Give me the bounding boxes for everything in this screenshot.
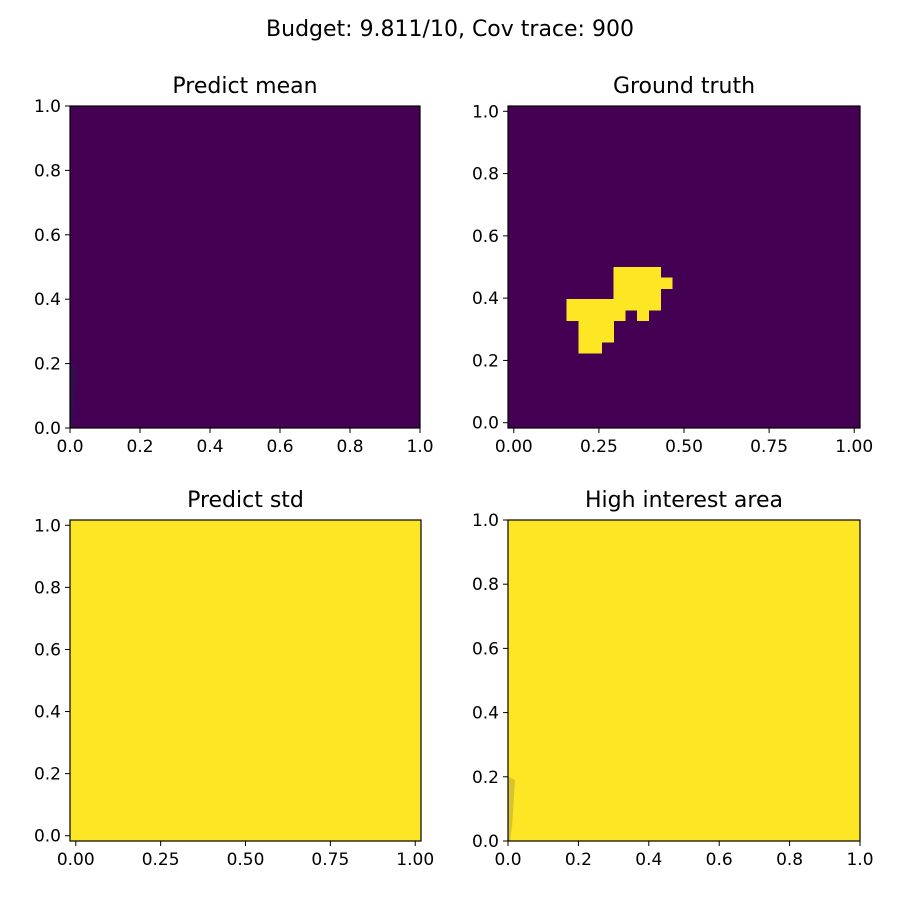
heatmap-cell	[613, 267, 626, 279]
x-tick-label: 0.25	[580, 437, 618, 457]
y-tick-label: 0.4	[34, 290, 61, 310]
y-tick-label: 0.6	[472, 227, 499, 247]
y-tick-label: 1.0	[472, 511, 499, 531]
x-tick-label: 0.0	[56, 437, 83, 457]
y-tick-label: 0.8	[472, 575, 499, 595]
heatmap-cell	[566, 309, 579, 322]
heatmap-cell	[613, 277, 626, 289]
heatmap-cell	[590, 331, 603, 343]
y-tick-label: 0.4	[472, 704, 499, 724]
x-tick-label: 0.4	[635, 850, 662, 870]
heatmap-sliver-4	[508, 776, 516, 841]
heatmap-cell	[660, 277, 673, 289]
heatmap-cell	[648, 277, 661, 289]
subplot-title: Predict std	[187, 488, 304, 513]
heatmap-cell	[625, 267, 638, 279]
x-tick-label: 0.2	[126, 437, 153, 457]
y-tick-label: 1.0	[472, 102, 499, 122]
heatmap-cell	[625, 299, 638, 311]
subplot-1: Predict mean 0.0 0.2 0.4 0.6 0.8 1.0 0.0 0.2 0.4 0…	[34, 74, 434, 457]
heatmap-field-1	[70, 106, 420, 428]
heatmap-cell	[590, 342, 603, 354]
subplot-4: High interest area 0.0 0.2 0.4 0.6 0.8 1.0 0.0 0…	[472, 488, 874, 870]
heatmap-cell	[578, 342, 591, 354]
subplot-title: Ground truth	[613, 74, 755, 99]
y-tick-label: 0.4	[472, 289, 499, 309]
y-tick-label: 0.6	[34, 640, 61, 660]
y-tick-label: 0.0	[472, 414, 499, 434]
heatmap-cell	[590, 299, 603, 311]
heatmap-cell	[578, 299, 591, 311]
heatmap-cell	[613, 299, 626, 311]
y-tick-label: 0.4	[34, 703, 61, 723]
x-tick-label: 1.00	[396, 850, 434, 870]
x-tick-label: 0.50	[665, 437, 703, 457]
heatmap-cell	[601, 331, 614, 343]
y-tick-label: 0.6	[34, 226, 61, 246]
x-tick-label: 0.00	[57, 850, 95, 870]
x-tick-label: 0.6	[266, 437, 293, 457]
heatmap-cell	[601, 320, 614, 332]
x-tick-label: 0.0	[494, 850, 521, 870]
subplot-3: Predict std 0.00 0.25 0.50 0.75 1.00 0.0 0.2 0.4…	[34, 488, 434, 870]
heatmap-cell	[648, 267, 661, 279]
heatmap-cell	[637, 309, 650, 322]
heatmap-cell	[578, 331, 591, 343]
x-tick-label: 0.6	[706, 850, 733, 870]
x-tick-label: 0.25	[142, 850, 180, 870]
y-tick-label: 0.8	[34, 578, 61, 598]
x-tick-label: 0.8	[336, 437, 363, 457]
y-tick-label: 0.8	[34, 161, 61, 181]
heatmap-cell	[590, 309, 603, 322]
x-tick-label: 0.50	[227, 850, 265, 870]
heatmap-field-4	[508, 520, 860, 841]
x-tick-label: 1.0	[846, 850, 873, 870]
heatmap-cell	[613, 309, 626, 322]
x-tick-label: 0.00	[495, 437, 533, 457]
heatmap-cell	[637, 288, 650, 300]
heatmap-cell	[648, 288, 661, 300]
subplot-title: High interest area	[585, 488, 783, 513]
heatmap-cell	[578, 320, 591, 332]
axes-frame	[507, 519, 861, 842]
x-tick-label: 1.00	[835, 437, 873, 457]
y-tick-label: 0.2	[472, 768, 499, 788]
heatmap-cell	[590, 320, 603, 332]
x-tick-label: 0.75	[750, 437, 788, 457]
heatmap-field-2	[508, 106, 860, 428]
y-tick-label: 0.0	[34, 419, 61, 439]
y-tick-label: 1.0	[34, 97, 61, 117]
x-tick-label: 0.8	[776, 850, 803, 870]
heatmap-cell	[648, 299, 661, 311]
y-tick-label: 0.0	[472, 832, 499, 852]
subplot-2: Ground truth 0.00 0.25 0.50 0.75 1.00 0.0 0.2 0.…	[472, 74, 873, 457]
heatmap-cell	[578, 309, 591, 322]
heatmap-sliver-1	[70, 363, 77, 428]
y-tick-label: 0.8	[472, 165, 499, 185]
y-tick-label: 0.2	[34, 765, 61, 785]
y-tick-label: 0.2	[472, 351, 499, 371]
x-tick-label: 1.0	[406, 437, 433, 457]
heatmap-field-3	[70, 520, 421, 841]
heatmap-cell	[625, 277, 638, 289]
x-tick-label: 0.2	[565, 850, 592, 870]
heatmap-cell	[613, 288, 626, 300]
x-tick-label: 0.75	[311, 850, 349, 870]
heatmap-cell	[601, 309, 614, 322]
x-tick-label: 0.4	[196, 437, 223, 457]
y-tick-label: 0.2	[34, 355, 61, 375]
heatmap-cell	[637, 267, 650, 279]
heatmap-cell	[637, 277, 650, 289]
heatmap-cell	[637, 299, 650, 311]
axes-frame	[69, 105, 421, 429]
subplot-title: Predict mean	[172, 74, 317, 99]
heatmap-cell	[625, 288, 638, 300]
y-tick-label: 0.6	[472, 639, 499, 659]
y-tick-label: 0.0	[34, 827, 61, 847]
heatmap-cell	[601, 299, 614, 311]
y-tick-label: 1.0	[34, 516, 61, 536]
figure-suptitle: Budget: 9.811/10, Cov trace: 900	[266, 17, 634, 42]
heatmap-cell	[566, 299, 579, 311]
